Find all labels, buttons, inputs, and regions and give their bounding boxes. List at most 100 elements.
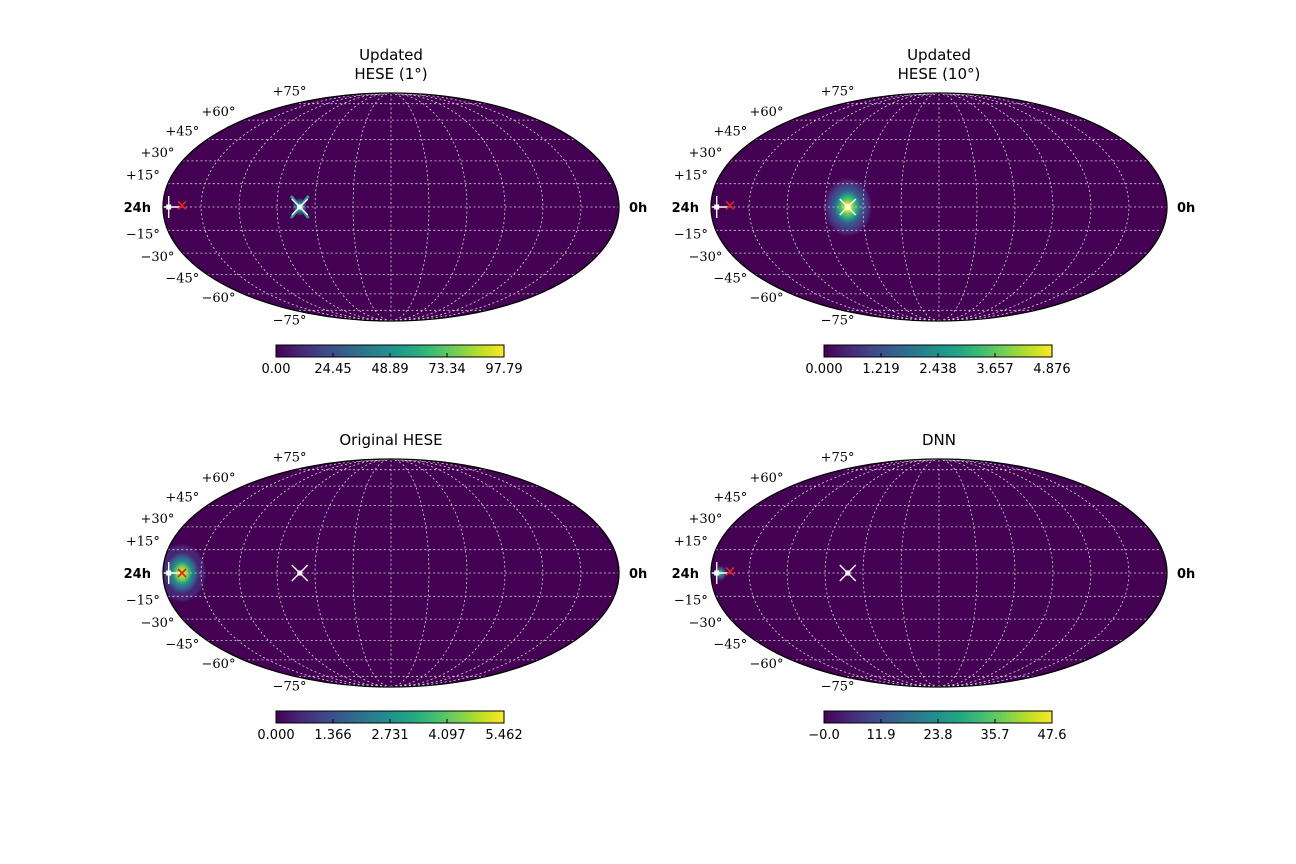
panel-title-line-1: Original HESE [339,431,442,449]
meridian-gridline [938,93,1016,321]
ra-label-left: 24h [672,201,699,216]
colorbar-tick-label: 97.79 [485,362,522,377]
colorbar-tick-label: 47.6 [1038,728,1067,743]
colorbar: 0.00 24.45 48.89 73.34 97.79 [262,344,523,377]
meridian-gridline [748,93,940,321]
dec-tick-label: −45° [713,271,747,286]
meridian-gridline [390,459,430,687]
meridian-gridline [748,459,940,687]
colorbar-tick-label: 3.657 [976,362,1013,377]
red-x-marker [725,566,735,577]
dec-tick-label: +60° [202,471,236,486]
colorbar-tick-label: 1.219 [862,362,899,377]
dec-tick-label: +75° [821,85,855,100]
panel-title-line-1: DNN [922,431,956,449]
dec-tick-label: +45° [165,125,199,140]
dec-tick-label: +30° [688,512,722,527]
dec-tick-label: −75° [821,313,855,328]
ra-label-right: 0h [1177,201,1195,216]
map-interior [711,459,1167,687]
colorbar-tick-label: 23.8 [924,728,953,743]
dec-tick-label: +30° [140,512,174,527]
dec-tick-label: +15° [126,169,160,184]
white-x-marker [291,198,309,216]
dec-tick-label: −60° [750,291,784,306]
meridian-gridline [390,459,468,687]
meridian-gridline [938,459,978,687]
colorbar-tick-label: 24.45 [314,362,351,377]
dec-tick-label: +45° [165,491,199,506]
red-x-marker [725,200,735,211]
dec-tick-label: −60° [202,291,236,306]
dec-tick-label: −30° [140,250,174,265]
dec-tick-label: −15° [126,593,160,608]
red-x-marker [177,200,187,211]
meridian-gridline [938,93,978,321]
panel-title-line-1: Updated [359,46,423,64]
white-x-marker [291,564,309,582]
meridian-gridline [862,459,940,687]
dec-tick-label: +15° [674,169,708,184]
colorbar: 0.000 1.366 2.731 4.097 5.462 [257,710,523,743]
dec-tick-label: −60° [202,657,236,672]
map-border [710,92,1168,322]
ra-label-left: 24h [672,567,699,582]
meridian-gridline [938,459,1130,687]
meridian-gridline [390,93,468,321]
dec-tick-label: −15° [126,227,160,242]
ra-label-right: 0h [629,567,647,582]
dec-tick-label: −60° [750,657,784,672]
sky-map-panel-4: DNN +75° +60°+45° +30° +15° −15° −30° −45°−60° −… [672,431,1196,743]
dec-tick-label: +75° [821,451,855,466]
dec-tick-label: −75° [821,679,855,694]
meridian-gridline [390,459,582,687]
dec-tick-label: −45° [165,271,199,286]
white-cross-marker [705,196,728,218]
white-x-marker [839,564,857,582]
meridian-gridline [200,93,392,321]
dec-tick-label: +15° [674,535,708,550]
sky-map-panel-3: Original HESE +75° +60°+45° +30° +15° −15° −30… [124,431,648,743]
meridian-gridline [786,459,940,687]
meridian-gridline [390,93,582,321]
colorbar-tick-label: 73.34 [428,362,465,377]
colorbar-tick-label: 11.9 [867,728,896,743]
dec-tick-label: +60° [750,105,784,120]
map-border [162,458,620,688]
meridian-gridline [352,459,392,687]
meridian-gridline [314,459,392,687]
red-x-marker [177,568,187,578]
meridian-gridline [352,93,392,321]
ra-label-left: 24h [124,567,151,582]
meridian-gridline [390,459,544,687]
colorbar-tick-label: 48.89 [371,362,408,377]
colorbar-tick-label: 4.876 [1033,362,1070,377]
meridian-gridline [938,459,1092,687]
meridian-gridline [390,93,544,321]
dec-tick-label: +30° [688,146,722,161]
colorbar-tick-label: −0.0 [808,728,840,743]
white-cross-marker [705,562,728,584]
dec-tick-label: +75° [273,85,307,100]
dec-tick-label: +60° [750,471,784,486]
meridian-gridline [862,93,940,321]
colorbar-tick-label: 4.097 [428,728,465,743]
meridian-gridline [900,459,940,687]
dec-tick-label: −30° [688,250,722,265]
dec-tick-label: +75° [273,451,307,466]
meridian-gridline [938,93,1092,321]
dec-tick-label: −75° [273,679,307,694]
meridian-gridline [238,93,392,321]
white-cross-marker [157,562,180,584]
colorbar-tick-label: 5.462 [485,728,522,743]
meridian-gridline [390,93,430,321]
colorbar-tick-label: 35.7 [981,728,1010,743]
ra-label-left: 24h [124,201,151,216]
dec-tick-label: +45° [713,491,747,506]
dec-tick-label: +15° [126,535,160,550]
map-interior [163,93,619,321]
colorbar-tick-label: 2.438 [919,362,956,377]
meridian-gridline [786,93,940,321]
dec-tick-label: −75° [273,313,307,328]
